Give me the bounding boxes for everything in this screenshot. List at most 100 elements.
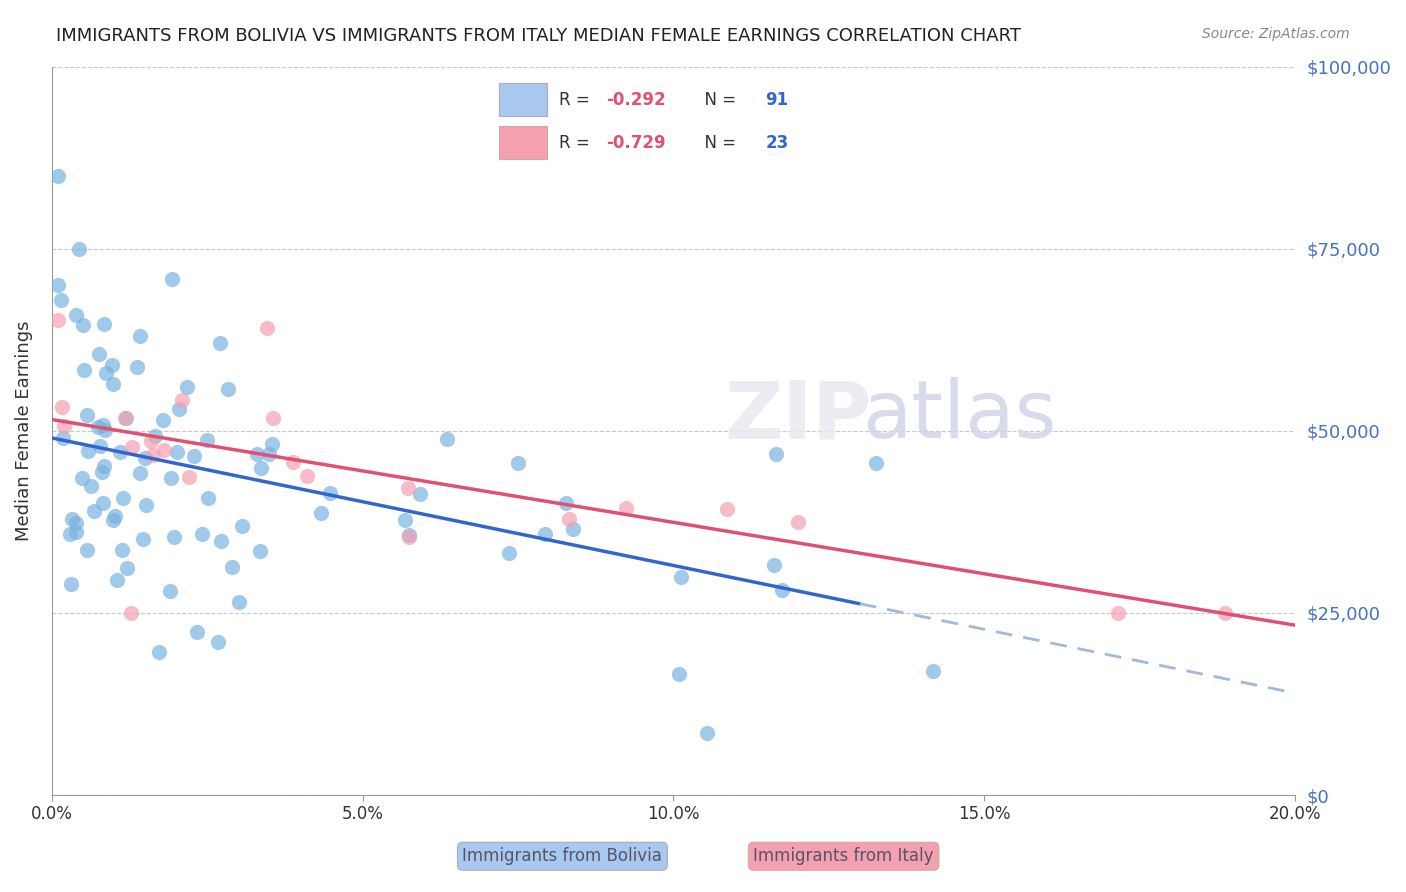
Point — [197, 491, 219, 505]
Point — [668, 667, 690, 681]
Point — [696, 726, 718, 740]
Point — [190, 527, 212, 541]
Point — [93, 459, 115, 474]
Point — [73, 362, 96, 376]
Point — [90, 465, 112, 479]
Point — [176, 380, 198, 394]
Point — [231, 519, 253, 533]
Point — [398, 528, 420, 542]
Point — [52, 418, 75, 433]
Point — [115, 411, 138, 425]
Point — [309, 506, 332, 520]
Point — [46, 278, 69, 293]
Point — [217, 382, 239, 396]
Point — [114, 411, 136, 425]
Text: Source: ZipAtlas.com: Source: ZipAtlas.com — [1202, 27, 1350, 41]
Point — [120, 606, 142, 620]
Point — [87, 347, 110, 361]
Text: Immigrants from Bolivia: Immigrants from Bolivia — [463, 847, 662, 865]
Point — [159, 584, 181, 599]
Point — [221, 560, 243, 574]
Point — [59, 526, 82, 541]
Point — [396, 481, 419, 495]
Point — [105, 574, 128, 588]
Point — [183, 450, 205, 464]
Point — [91, 496, 114, 510]
Point — [125, 360, 148, 375]
Point — [152, 413, 174, 427]
Text: IMMIGRANTS FROM BOLIVIA VS IMMIGRANTS FROM ITALY MEDIAN FEMALE EARNINGS CORRELAT: IMMIGRANTS FROM BOLIVIA VS IMMIGRANTS FR… — [56, 27, 1021, 45]
Point — [93, 418, 115, 433]
Point — [134, 450, 156, 465]
Point — [186, 625, 208, 640]
Point — [209, 534, 232, 549]
Point — [195, 433, 218, 447]
Text: atlas: atlas — [862, 377, 1056, 455]
Point — [256, 321, 278, 335]
Point — [614, 500, 637, 515]
Point — [104, 509, 127, 524]
Point — [129, 466, 152, 480]
Point — [498, 546, 520, 560]
Point — [249, 543, 271, 558]
Point — [260, 437, 283, 451]
Point — [762, 558, 785, 572]
Point — [170, 392, 193, 407]
Point — [145, 428, 167, 442]
Point — [49, 293, 72, 307]
Point — [153, 442, 176, 457]
Text: ZIP: ZIP — [724, 377, 872, 455]
Point — [67, 243, 90, 257]
Point — [111, 491, 134, 506]
Point — [101, 358, 124, 372]
Point — [103, 377, 125, 392]
Point — [160, 271, 183, 285]
Point — [865, 456, 887, 470]
Point — [555, 496, 578, 510]
Point — [121, 440, 143, 454]
Point — [132, 532, 155, 546]
Point — [207, 634, 229, 648]
Text: Immigrants from Italy: Immigrants from Italy — [754, 847, 934, 865]
Point — [765, 447, 787, 461]
Point — [669, 570, 692, 584]
Point — [94, 423, 117, 437]
Point — [208, 335, 231, 350]
Point — [557, 512, 579, 526]
Point — [87, 419, 110, 434]
Point — [716, 502, 738, 516]
Point — [1213, 606, 1236, 620]
Point — [117, 561, 139, 575]
Point — [76, 408, 98, 422]
Point — [80, 479, 103, 493]
Point — [70, 471, 93, 485]
Point — [111, 542, 134, 557]
Point — [283, 455, 305, 469]
Point — [259, 447, 281, 461]
Point — [83, 504, 105, 518]
Point — [89, 439, 111, 453]
Point — [62, 512, 84, 526]
Point — [94, 366, 117, 380]
Point — [162, 530, 184, 544]
Point — [250, 461, 273, 475]
Point — [128, 328, 150, 343]
Point — [436, 433, 458, 447]
Point — [52, 431, 75, 445]
Point — [59, 577, 82, 591]
Point — [772, 582, 794, 597]
Point — [160, 471, 183, 485]
Point — [262, 410, 284, 425]
Point — [398, 530, 420, 544]
Point — [409, 487, 432, 501]
Point — [228, 595, 250, 609]
Point — [93, 317, 115, 331]
Point — [787, 516, 810, 530]
Point — [148, 645, 170, 659]
Point — [394, 513, 416, 527]
Y-axis label: Median Female Earnings: Median Female Earnings — [15, 320, 32, 541]
Point — [319, 486, 342, 500]
Point — [46, 169, 69, 183]
Point — [51, 400, 73, 414]
Point — [72, 318, 94, 332]
